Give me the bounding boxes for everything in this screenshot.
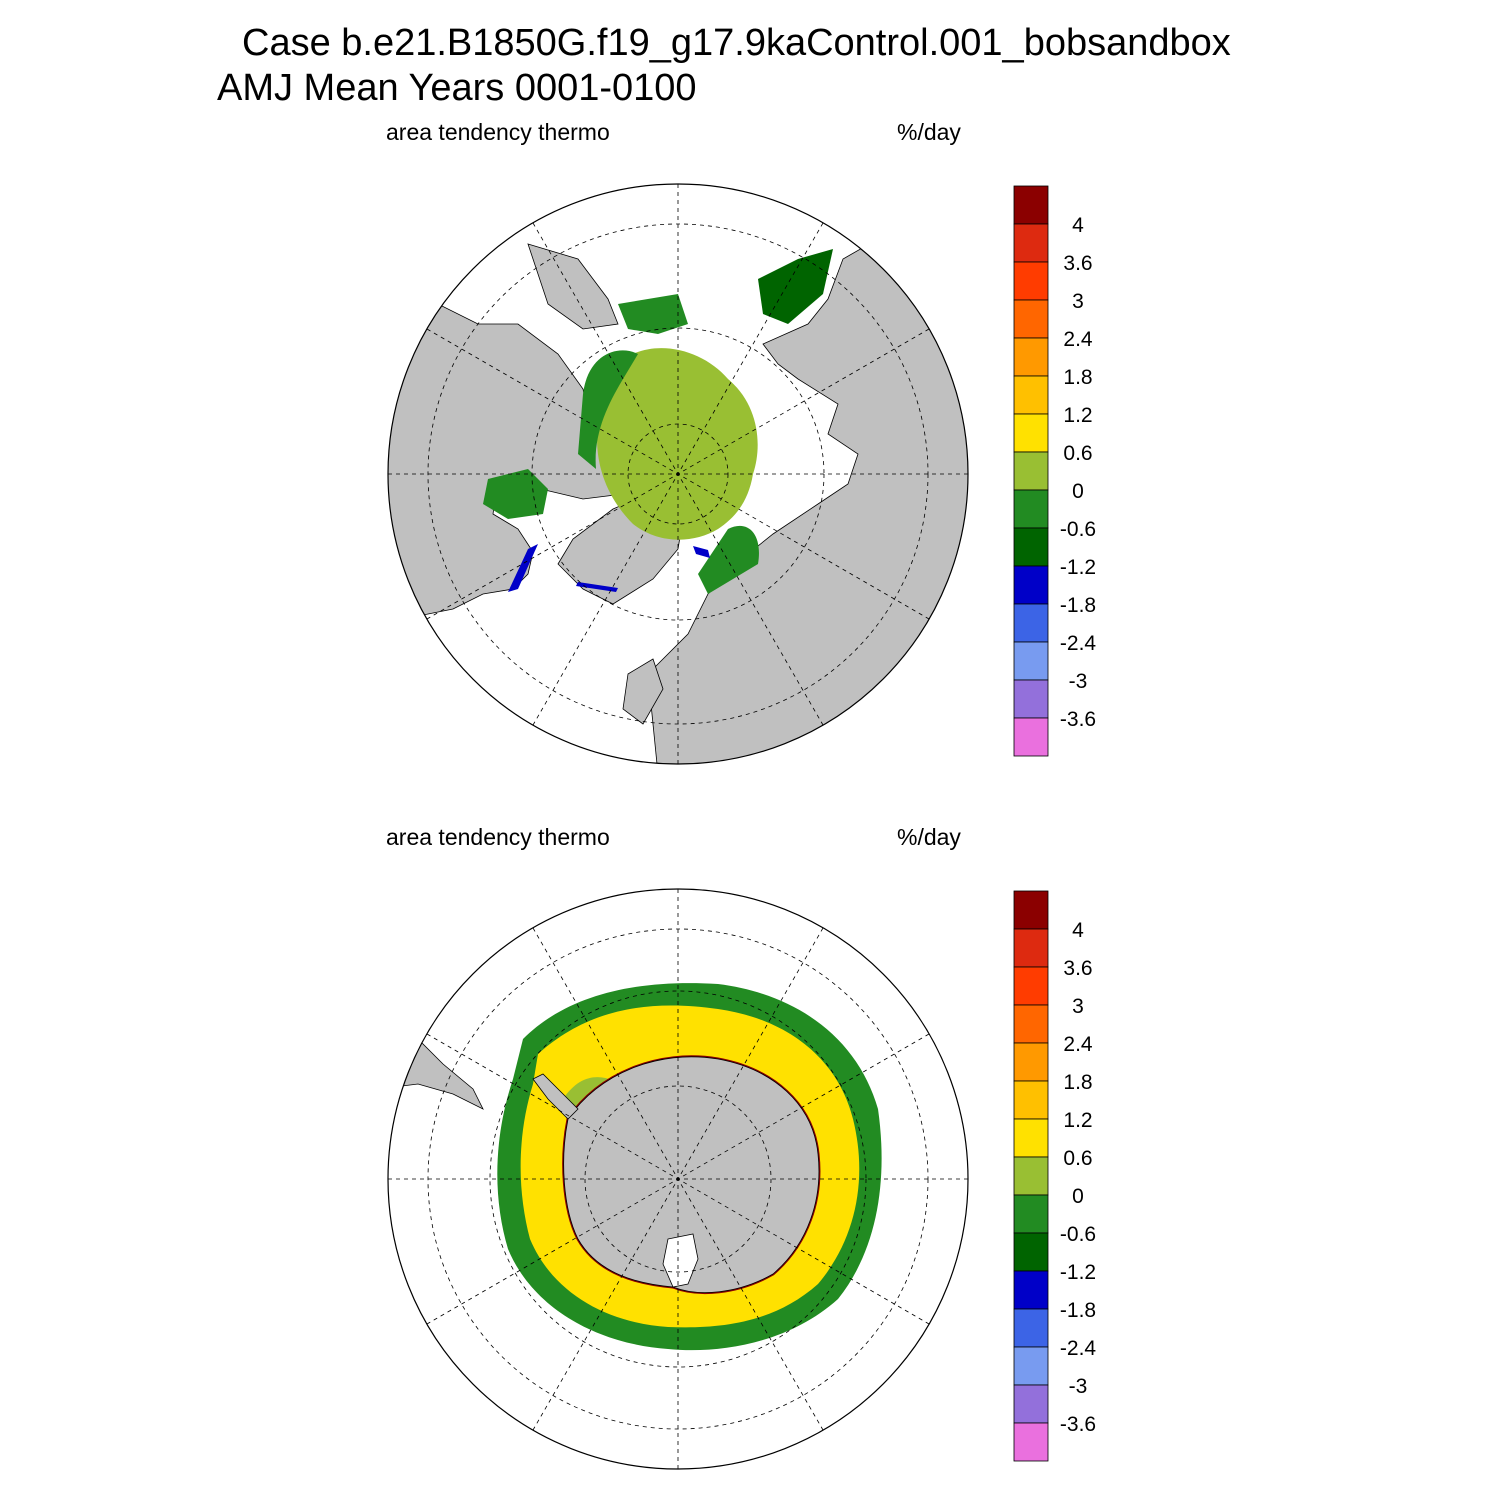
- sh-colorbar-swatch: [1013, 1346, 1049, 1386]
- sh-colorbar-tick-label: 2.4: [1063, 1033, 1093, 1056]
- nh-britain-land: [622, 658, 664, 725]
- nh-colorbar-swatch: [1013, 261, 1049, 301]
- sh-colorbar-tick-label: -3.6: [1060, 1413, 1096, 1436]
- nh-colorbar-swatch: [1013, 717, 1049, 757]
- sh-colorbar-tick-label: -1.2: [1060, 1261, 1096, 1284]
- sh-colorbar-tick-label: -0.6: [1060, 1223, 1096, 1246]
- nh-colorbar-swatch: [1013, 337, 1049, 377]
- nh-colorbar-tick-label: -2.4: [1060, 632, 1097, 655]
- nh-colorbar-swatch: [1013, 185, 1049, 225]
- sh-colorbar-swatch: [1013, 1194, 1049, 1234]
- nh-map-border: [387, 183, 969, 765]
- nh-colorbar-tick-label: -1.2: [1060, 556, 1096, 579]
- nh-alaska-land: [527, 243, 619, 330]
- nh-colorbar-tick-label: 4: [1072, 214, 1084, 237]
- sh-colorbar-swatch: [1013, 928, 1049, 968]
- north-polar-map: [387, 183, 969, 765]
- sh-colorbar-swatch: [1013, 1308, 1049, 1348]
- nh-colorbar-tick-label: -1.8: [1060, 594, 1096, 617]
- nh-colorbar-swatch: [1013, 299, 1049, 339]
- nh-colorbar-tick-label: 0.6: [1063, 442, 1092, 465]
- nh-colorbar-swatch: [1013, 527, 1049, 567]
- sh-colorbar-swatch: [1013, 1232, 1049, 1272]
- south-polar-map: [387, 888, 969, 1470]
- sh-colorbar-tick-label: 3: [1072, 995, 1084, 1018]
- nh-colorbar-swatch: [1013, 451, 1049, 491]
- sh-map-border: [387, 888, 969, 1470]
- sh-colorbar-swatch: [1013, 1042, 1049, 1082]
- sh-colorbar-tick-label: 0: [1072, 1185, 1084, 1208]
- nh-hudson-bay-ice: [483, 469, 548, 519]
- nh-arctic-ocean-ice: [597, 348, 758, 540]
- nh-colorbar-tick-label: 0: [1072, 480, 1084, 503]
- nh-colorbar-tick-label: 2.4: [1063, 328, 1093, 351]
- nh-colorbar-tick-label: 1.8: [1063, 366, 1092, 389]
- nh-colorbar-swatch: [1013, 413, 1049, 453]
- sh-colorbar-tick-label: 1.8: [1063, 1071, 1092, 1094]
- sh-colorbar-swatch: [1013, 1080, 1049, 1120]
- nh-colorbar-tick-label: 3.6: [1063, 252, 1092, 275]
- nh-colorbar-swatch: [1013, 223, 1049, 263]
- nh-bering-ice: [618, 294, 688, 334]
- sh-colorbar-tick-label: 0.6: [1063, 1147, 1092, 1170]
- sh-colorbar-swatch: [1013, 890, 1049, 930]
- nh-colorbar-tick-label: 1.2: [1063, 404, 1092, 427]
- nh-colorbar-tick-label: -3: [1069, 670, 1088, 693]
- panel-nh-left-label: area tendency thermo: [386, 119, 610, 145]
- sh-colorbar-swatch: [1013, 1384, 1049, 1424]
- panel-sh-units-label: %/day: [897, 824, 961, 850]
- sh-colorbar-swatch: [1013, 966, 1049, 1006]
- sh-colorbar-tick-label: -2.4: [1060, 1337, 1097, 1360]
- colorbar-sh: 4 3.6 3 2.4 1.8 1.2 0.6 0 -0.6 -1.2 -1.8 -2.4 -3 -3.6: [1013, 890, 1097, 1462]
- nh-marginal-seas-ice: [578, 350, 759, 594]
- nh-eurasia-land: [647, 238, 968, 764]
- sh-colorbar-swatch: [1013, 1270, 1049, 1310]
- nh-colorbar-swatch: [1013, 375, 1049, 415]
- sh-colorbar-swatch: [1013, 1118, 1049, 1158]
- sh-colorbar-tick-label: -1.8: [1060, 1299, 1096, 1322]
- sh-ross-ice-shelf: [662, 1233, 699, 1288]
- sh-antarctica-land: [563, 1056, 820, 1293]
- sh-colorbar-tick-label: 1.2: [1063, 1109, 1092, 1132]
- nh-barents-ice-edge: [576, 546, 710, 592]
- sh-colorbar-tick-label: 4: [1072, 919, 1084, 942]
- sh-colorbar-swatch: [1013, 1422, 1049, 1462]
- sh-colorbar-swatch: [1013, 1004, 1049, 1044]
- panel-nh-units-label: %/day: [897, 119, 961, 145]
- nh-labrador-ice-edge: [508, 544, 538, 592]
- colorbar-nh: 4 3.6 3 2.4 1.8 1.2 0.6 0 -0.6 -1.2 -1.8 -2.4 -3 -3.6: [1013, 185, 1097, 757]
- sh-graticule: [388, 889, 968, 1469]
- figure-title-case: Case b.e21.B1850G.f19_g17.9kaControl.001…: [242, 22, 1231, 64]
- nh-colorbar-swatch: [1013, 679, 1049, 719]
- nh-colorbar-swatch: [1013, 565, 1049, 605]
- sh-colorbar-tick-label: -3: [1069, 1375, 1088, 1398]
- nh-colorbar-swatch: [1013, 489, 1049, 529]
- nh-colorbar-tick-label: -3.6: [1060, 708, 1096, 731]
- panel-sh-left-label: area tendency thermo: [386, 824, 610, 850]
- nh-north-america-land: [388, 303, 639, 625]
- nh-graticule: [388, 184, 968, 764]
- nh-colorbar-swatch: [1013, 603, 1049, 643]
- nh-colorbar-swatch: [1013, 641, 1049, 681]
- sh-colorbar-swatch: [1013, 1156, 1049, 1196]
- figure-title-period: AMJ Mean Years 0001-0100: [217, 67, 697, 109]
- sh-colorbar-tick-label: 3.6: [1063, 957, 1092, 980]
- nh-okhotsk-ice: [758, 249, 833, 324]
- nh-colorbar-tick-label: 3: [1072, 290, 1084, 313]
- nh-colorbar-tick-label: -0.6: [1060, 518, 1096, 541]
- sh-antarctic-peninsula-land: [532, 1073, 579, 1120]
